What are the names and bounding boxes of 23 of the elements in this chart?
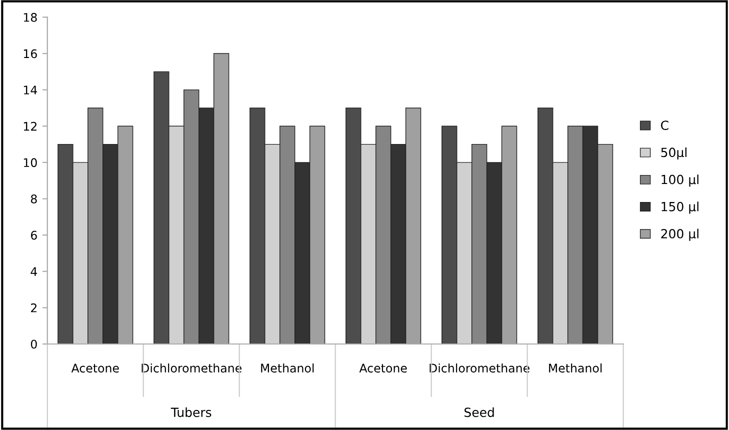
legend-label: 150 µl <box>662 202 698 214</box>
y-tick-label: 14 <box>24 86 37 94</box>
legend-label: 100 µl <box>662 174 698 187</box>
legend-label: 50µl <box>661 147 686 160</box>
text: Seed <box>464 407 494 418</box>
x-tick-label: Dichloromethane <box>430 363 530 373</box>
y-tick-label: 10 <box>24 158 37 168</box>
x-tick-label: Dichloromethane <box>142 363 242 373</box>
y-tick-label: 12 <box>24 122 36 131</box>
y-tick-label: 4 <box>30 267 37 276</box>
y-tick-label: 0 <box>30 340 37 349</box>
y-tick-label: 6 <box>30 230 37 240</box>
legend-label: C <box>661 120 668 130</box>
text: Tubers <box>170 407 212 418</box>
y-tick-label: 16 <box>24 49 37 58</box>
y-tick-label: 8 <box>30 194 37 204</box>
y-tick-label: 2 <box>31 303 36 312</box>
y-tick-label: 18 <box>24 12 37 22</box>
x-tick-label: Methanol <box>549 363 602 373</box>
x-tick-label: Acetone <box>359 364 407 373</box>
x-tick-label: Acetone <box>71 364 119 373</box>
x-tick-label: Methanol <box>261 363 314 373</box>
legend-label: 200 µl <box>661 228 698 241</box>
